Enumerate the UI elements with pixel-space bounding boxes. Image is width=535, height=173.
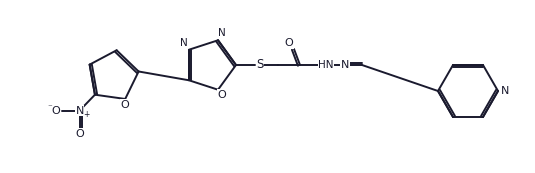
Text: O: O — [285, 38, 293, 48]
Text: O: O — [218, 90, 226, 100]
Text: O: O — [121, 100, 129, 110]
Text: S: S — [256, 58, 264, 71]
Text: ⁻: ⁻ — [47, 103, 52, 112]
Text: N: N — [180, 38, 188, 48]
Text: N: N — [75, 106, 84, 116]
Text: HN: HN — [318, 60, 334, 70]
Text: N: N — [341, 60, 349, 70]
Text: O: O — [75, 129, 84, 139]
Text: O: O — [51, 106, 60, 116]
Text: +: + — [83, 110, 90, 119]
Text: N: N — [218, 28, 226, 38]
Text: N: N — [501, 86, 509, 96]
